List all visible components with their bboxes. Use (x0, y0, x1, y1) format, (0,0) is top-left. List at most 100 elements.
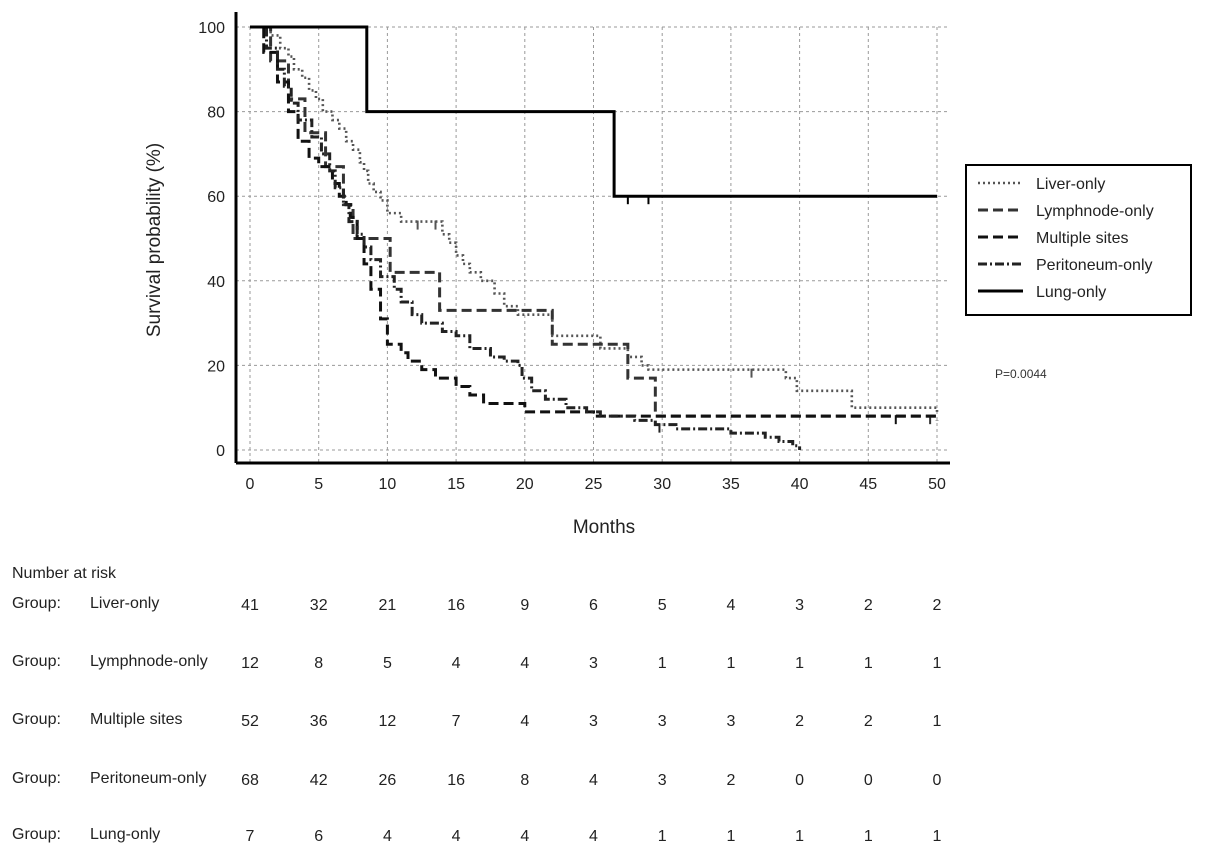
risk-count: 4 (520, 655, 529, 672)
x-tick-label: 5 (314, 476, 323, 493)
risk-count: 12 (241, 655, 259, 672)
grid-lines (236, 26, 950, 463)
curve-multiple-sites (250, 25, 939, 421)
risk-count: 1 (933, 655, 942, 672)
risk-count: 68 (241, 772, 259, 789)
y-tick-label: 20 (207, 358, 225, 375)
risk-count: 1 (933, 713, 942, 730)
x-tick-label: 45 (859, 476, 877, 493)
risk-group-prefix: Group: (12, 595, 61, 612)
risk-count: 1 (726, 828, 735, 845)
risk-count: 42 (310, 772, 328, 789)
p-value-annotation: P=0.0044 (995, 367, 1047, 381)
x-tick-labels: 0 5 10 15 20 25 30 35 40 45 50 (246, 476, 946, 493)
risk-count: 4 (452, 828, 461, 845)
risk-group-prefix: Group: (12, 711, 61, 728)
risk-group-prefix: Group: (12, 653, 61, 670)
risk-count: 3 (726, 713, 735, 730)
legend-label-multiple-sites: Multiple sites (1036, 230, 1128, 247)
risk-count: 3 (589, 655, 598, 672)
survival-curves (250, 25, 939, 450)
risk-count: 41 (241, 597, 259, 614)
curve-lung-only (250, 25, 937, 198)
risk-count: 4 (589, 828, 598, 845)
risk-count: 1 (864, 828, 873, 845)
risk-count: 6 (314, 828, 323, 845)
risk-count: 4 (726, 597, 735, 614)
y-tick-label: 100 (198, 20, 225, 37)
risk-count: 4 (452, 655, 461, 672)
risk-count: 3 (795, 597, 804, 614)
risk-count: 36 (310, 713, 328, 730)
risk-count: 2 (933, 597, 942, 614)
x-tick-label: 40 (791, 476, 809, 493)
risk-count: 3 (589, 713, 598, 730)
x-tick-label: 15 (447, 476, 465, 493)
risk-count: 1 (726, 655, 735, 672)
number-at-risk-table: Number at risk Group: Liver-only 41 32 21 16 9… (12, 565, 942, 845)
risk-count: 12 (379, 713, 397, 730)
risk-count: 8 (314, 655, 323, 672)
risk-group-name: Lymphnode-only (90, 653, 208, 670)
x-tick-label: 0 (246, 476, 255, 493)
y-axis-title: Survival probability (%) (144, 143, 165, 337)
risk-count: 1 (795, 828, 804, 845)
risk-count: 6 (589, 597, 598, 614)
legend-label-liver-only: Liver-only (1036, 176, 1105, 193)
curve-peritoneum-only (250, 25, 802, 450)
x-tick-label: 35 (722, 476, 740, 493)
legend-label-lung-only: Lung-only (1036, 284, 1106, 301)
risk-count: 4 (383, 828, 392, 845)
risk-count: 26 (379, 772, 397, 789)
risk-count: 7 (452, 713, 461, 730)
curve-lymphnode-only (250, 25, 937, 418)
x-axis-title: Months (573, 517, 635, 538)
risk-count: 0 (933, 772, 942, 789)
risk-group-name: Lung-only (90, 826, 160, 843)
risk-count: 1 (658, 828, 667, 845)
number-at-risk-title: Number at risk (12, 565, 117, 582)
risk-count: 4 (520, 828, 529, 845)
x-tick-label: 10 (379, 476, 397, 493)
risk-count: 4 (589, 772, 598, 789)
x-tick-label: 20 (516, 476, 534, 493)
risk-count: 7 (246, 828, 255, 845)
risk-count: 52 (241, 713, 259, 730)
risk-count: 1 (864, 655, 873, 672)
risk-count: 8 (520, 772, 529, 789)
axes (234, 12, 950, 465)
risk-group-name: Liver-only (90, 595, 159, 612)
risk-count: 21 (379, 597, 397, 614)
x-tick-label: 30 (653, 476, 671, 493)
risk-count: 3 (658, 772, 667, 789)
risk-count: 2 (864, 597, 873, 614)
risk-count: 2 (795, 713, 804, 730)
legend-label-peritoneum-only: Peritoneum-only (1036, 257, 1153, 274)
risk-count: 1 (795, 655, 804, 672)
risk-count: 2 (726, 772, 735, 789)
y-tick-labels: 0 20 40 60 80 100 (198, 20, 225, 460)
risk-count: 4 (520, 713, 529, 730)
y-tick-label: 40 (207, 274, 225, 291)
y-tick-label: 60 (207, 189, 225, 206)
y-tick-label: 80 (207, 105, 225, 122)
risk-group-name: Peritoneum-only (90, 770, 207, 787)
risk-group-name: Multiple sites (90, 711, 182, 728)
risk-group-prefix: Group: (12, 826, 61, 843)
risk-count: 32 (310, 597, 328, 614)
risk-count: 5 (658, 597, 667, 614)
risk-group-prefix: Group: (12, 770, 61, 787)
risk-count: 16 (447, 772, 465, 789)
x-tick-label: 25 (585, 476, 603, 493)
legend: Liver-only Lymphnode-only Multiple sites Pe… (965, 164, 1192, 316)
x-tick-label: 50 (928, 476, 946, 493)
risk-count: 9 (520, 597, 529, 614)
risk-count: 0 (864, 772, 873, 789)
risk-count: 16 (447, 597, 465, 614)
risk-count: 1 (658, 655, 667, 672)
risk-count: 1 (933, 828, 942, 845)
y-tick-label: 0 (216, 443, 225, 460)
risk-count: 5 (383, 655, 392, 672)
risk-count: 0 (795, 772, 804, 789)
legend-label-lymphnode-only: Lymphnode-only (1036, 203, 1154, 220)
